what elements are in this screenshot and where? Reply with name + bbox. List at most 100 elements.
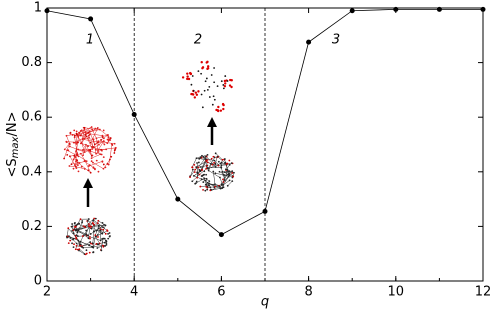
network-node <box>220 164 223 167</box>
network-node <box>83 168 86 170</box>
network-node <box>198 157 201 160</box>
network-node <box>86 234 89 237</box>
x-tick-label: 6 <box>217 285 225 300</box>
network-node <box>84 226 87 229</box>
network-node <box>75 132 78 135</box>
network-node <box>231 172 234 174</box>
network-node <box>212 95 215 98</box>
network-node <box>195 166 198 168</box>
y-tick-label: 0.2 <box>21 219 42 234</box>
network-node <box>199 170 202 172</box>
network-node <box>67 242 70 245</box>
network-node <box>82 246 85 249</box>
arrows <box>83 117 217 207</box>
y-tick-label: 0.4 <box>21 164 42 179</box>
network-node <box>107 232 109 235</box>
network-node <box>205 167 208 170</box>
network-node <box>197 90 200 93</box>
data-point <box>131 111 137 117</box>
network-node <box>210 157 213 160</box>
network-node <box>105 148 108 151</box>
network-node <box>208 180 211 182</box>
network-node <box>73 156 76 158</box>
network-node <box>82 154 84 157</box>
network-node <box>195 180 198 183</box>
network-node <box>218 170 221 173</box>
region-label: 1 <box>86 33 94 48</box>
data-point <box>436 6 442 12</box>
network-node <box>72 232 75 235</box>
network-node <box>208 96 211 98</box>
network-node <box>214 152 217 155</box>
network-node <box>208 85 211 88</box>
network-node <box>104 166 107 169</box>
network-node <box>213 81 216 84</box>
network-node <box>187 77 191 81</box>
network-node <box>94 217 97 220</box>
x-tick-label: 12 <box>475 285 491 300</box>
data-point <box>175 196 181 202</box>
network-node <box>95 137 98 140</box>
network-node <box>223 179 226 182</box>
network-node <box>104 232 107 235</box>
network-node <box>224 161 227 164</box>
network-node <box>88 223 90 225</box>
y-axis-label-part: /N> <box>5 112 20 137</box>
network-node <box>88 136 90 139</box>
network-node <box>224 82 227 85</box>
region-label: 3 <box>332 33 340 48</box>
network-node <box>205 77 208 80</box>
network-node <box>206 65 210 68</box>
network-node <box>204 183 207 186</box>
network-node <box>88 130 91 133</box>
network-node <box>70 225 73 228</box>
network-node <box>197 172 199 175</box>
network-node <box>204 80 207 83</box>
network-node <box>109 158 111 161</box>
x-tick-label: 2 <box>43 285 51 300</box>
region-label: 2 <box>194 33 202 48</box>
network-node <box>63 148 66 151</box>
data-point <box>349 8 355 14</box>
network-node <box>93 143 96 146</box>
network-node <box>226 80 229 82</box>
network-node <box>222 173 225 176</box>
network-node <box>98 128 101 131</box>
network-node <box>193 171 196 174</box>
network-node <box>77 229 79 232</box>
network-node <box>90 154 93 157</box>
network-node <box>205 160 208 163</box>
network-node <box>78 248 81 251</box>
network-node <box>97 140 100 143</box>
network-node <box>94 234 97 237</box>
network-node <box>231 170 234 173</box>
network-node <box>200 72 203 75</box>
data-point <box>480 6 486 12</box>
data-point <box>88 16 94 22</box>
network-node <box>68 143 71 146</box>
data-point <box>44 8 50 14</box>
network-node <box>81 220 84 222</box>
network-node <box>206 153 209 156</box>
network-node <box>197 70 200 72</box>
network-node <box>206 67 210 70</box>
y-tick-label: 0 <box>34 274 42 289</box>
network-node <box>87 218 90 220</box>
network-node <box>97 227 100 230</box>
network-node <box>189 176 191 179</box>
network-node <box>213 159 216 162</box>
network-node <box>101 221 104 224</box>
network-node <box>194 168 197 171</box>
network-node <box>78 131 80 134</box>
network-node <box>226 184 229 187</box>
network-node <box>216 85 219 88</box>
network-node <box>87 145 89 148</box>
network-node <box>91 222 94 224</box>
network-node <box>231 180 234 183</box>
network-node <box>100 249 103 252</box>
network-node <box>205 173 208 176</box>
network-node <box>211 163 214 166</box>
network-node <box>226 168 229 171</box>
network-node <box>68 145 71 148</box>
network-node <box>79 152 82 155</box>
